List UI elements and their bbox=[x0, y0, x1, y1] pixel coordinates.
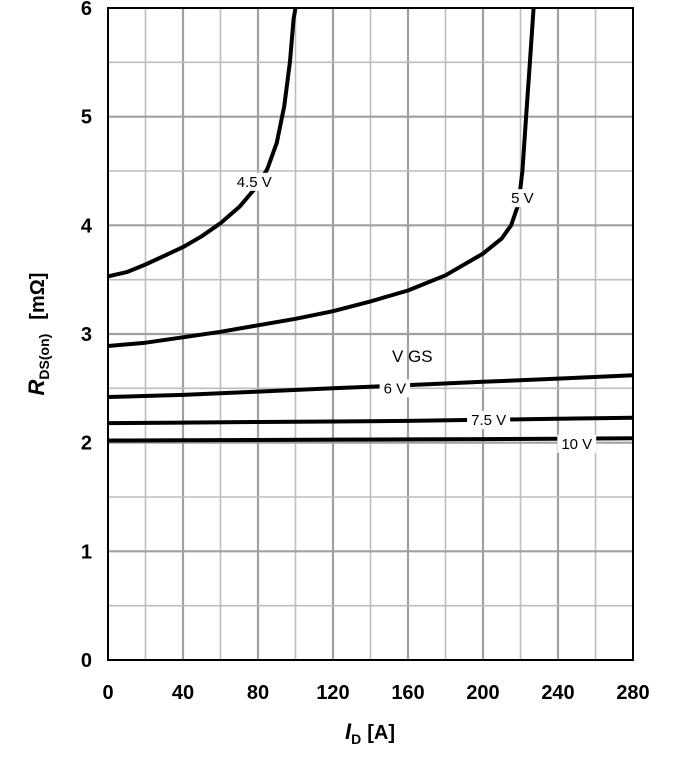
x-tick-label: 40 bbox=[172, 682, 194, 704]
y-tick-label: 6 bbox=[81, 0, 92, 20]
series-line bbox=[108, 8, 536, 348]
y-tick-label: 0 bbox=[81, 650, 92, 672]
y-tick-label: 2 bbox=[81, 433, 92, 455]
y-tick-label: 5 bbox=[81, 107, 92, 129]
group-label: V GS bbox=[392, 347, 433, 366]
series-label-background bbox=[467, 410, 511, 429]
x-tick-label: 120 bbox=[316, 682, 349, 704]
series-label-background bbox=[232, 172, 276, 191]
y-axis-unit: [mΩ] bbox=[27, 273, 49, 320]
y-tick-label: 4 bbox=[81, 215, 93, 237]
x-tick-label: 80 bbox=[247, 682, 269, 704]
y-axis-subscript: DS(on) bbox=[36, 334, 52, 380]
curves bbox=[108, 8, 633, 443]
x-tick-label: 200 bbox=[466, 682, 499, 704]
y-tick-label: 1 bbox=[81, 541, 92, 563]
series-label-background bbox=[507, 189, 538, 208]
series-line bbox=[108, 436, 633, 443]
x-tick-label: 240 bbox=[541, 682, 574, 704]
series-labels: 4.5 V 5 V 6 V 7.5 V 10 V bbox=[232, 172, 597, 453]
x-tick-label: 160 bbox=[391, 682, 424, 704]
y-tick-label: 3 bbox=[81, 324, 92, 346]
series-label-background bbox=[379, 379, 411, 398]
series-label: 6 V bbox=[384, 380, 407, 397]
series-label: 5 V bbox=[511, 190, 534, 207]
x-tick-label: 280 bbox=[616, 682, 649, 704]
series-label-background bbox=[557, 434, 597, 453]
series-label: 7.5 V bbox=[471, 412, 506, 429]
y-axis-symbol: R bbox=[24, 379, 49, 395]
series-line bbox=[108, 415, 633, 426]
series-line bbox=[108, 8, 298, 279]
y-axis-title: RDS(on) [mΩ] bbox=[24, 273, 52, 396]
plot-frame bbox=[107, 7, 634, 661]
x-tick-label: 0 bbox=[102, 682, 113, 704]
x-tick-labels: 0 40 80 120 160 200 240 280 bbox=[102, 682, 649, 704]
series-line bbox=[108, 373, 633, 399]
grid bbox=[108, 8, 633, 660]
x-axis-subscript: D bbox=[351, 731, 361, 747]
x-axis-unit: [A] bbox=[367, 722, 395, 744]
series-label: 10 V bbox=[561, 436, 592, 453]
y-tick-labels: 0 1 2 3 4 5 6 bbox=[81, 0, 93, 672]
x-axis-symbol: I bbox=[345, 719, 352, 744]
x-axis-title: ID [A] bbox=[345, 719, 395, 747]
series-label: 4.5 V bbox=[237, 174, 272, 191]
